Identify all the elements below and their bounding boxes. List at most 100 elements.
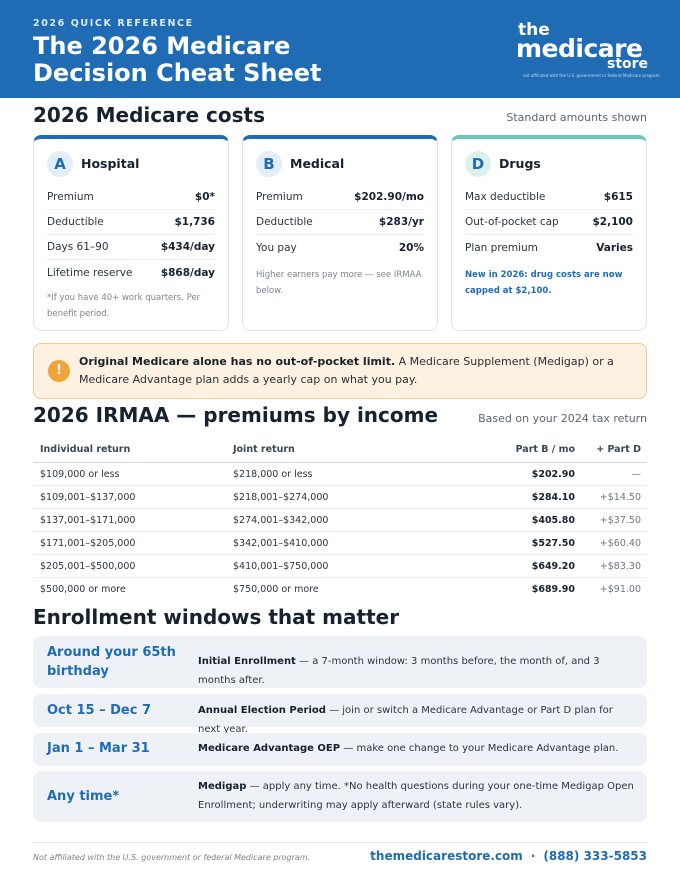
cost-value: 20%	[398, 241, 424, 254]
cost-row: Days 61–90 $434/day	[47, 235, 215, 260]
exclamation-icon: !	[48, 360, 70, 382]
cell-joint: $218,001–$274,000	[233, 491, 329, 503]
window-detail: — a 7-month window: 3 months before, the…	[198, 656, 600, 686]
window-name: Initial Enrollment	[198, 656, 296, 667]
cost-label: Out-of-pocket cap	[465, 216, 559, 228]
costs-section-note: Standard amounts shown	[506, 111, 647, 124]
page-title-line-2: Decision Cheat Sheet	[33, 59, 322, 87]
irmaa-section-title: 2026 IRMAA — premiums by income	[33, 403, 439, 427]
table-row: $205,001–$500,000 $410,001–$750,000 $649…	[33, 555, 647, 578]
phone-number[interactable]: (888) 333-5853	[543, 849, 647, 863]
enrollment-window-annual: Oct 15 – Dec 7 Annual Election Period — …	[33, 694, 647, 735]
header-eyebrow: 2026 QUICK REFERENCE	[33, 18, 194, 29]
window-detail: — apply any time. *No health questions d…	[198, 781, 634, 811]
table-row: $137,001–$171,000 $274,001–$342,000 $405…	[33, 509, 647, 532]
alert-body-text: A Medicare Supplement (Medigap) or a Med…	[79, 355, 614, 386]
cost-row: You pay 20%	[256, 235, 424, 260]
cell-part-b: $405.80	[531, 514, 575, 526]
cost-label: Days 61–90	[47, 241, 109, 253]
cell-part-b: $649.20	[531, 560, 575, 572]
window-description: Medigap — apply any time. *No health que…	[198, 777, 638, 815]
cost-label: Plan premium	[465, 241, 538, 254]
cost-row: Deductible $1,736	[47, 210, 215, 235]
cell-joint: $218,000 or less	[233, 468, 313, 480]
cost-row: Premium $0*	[47, 185, 215, 210]
cell-joint: $274,001–$342,000	[233, 514, 329, 526]
cell-individual: $109,000 or less	[40, 468, 120, 480]
enrollment-window-initial: Around your 65th birthday Initial Enroll…	[33, 636, 647, 688]
cost-label: Max deductible	[465, 191, 546, 203]
cost-value: $2,100	[592, 216, 633, 228]
part-a-letter-badge: A	[47, 151, 73, 177]
cell-part-d: +$60.40	[599, 537, 641, 549]
footer-divider	[33, 842, 647, 843]
part-b-cost-list: Premium $202.90/mo Deductible $283/yr You …	[256, 185, 424, 260]
cost-row: Deductible $283/yr	[256, 210, 424, 235]
part-a-card-title: Hospital	[81, 156, 140, 171]
irmaa-table: Individual return Joint return Part B / …	[33, 436, 647, 601]
cell-joint: $410,001–$750,000	[233, 560, 329, 572]
page-title: The 2026 Medicare Decision Cheat Sheet	[33, 33, 322, 87]
cell-joint: $750,000 or more	[233, 584, 319, 595]
logo-tagline: not affiliated with the U.S. government …	[523, 73, 660, 78]
cost-label: Deductible	[47, 216, 104, 228]
cost-value: Varies	[596, 241, 633, 254]
out-of-pocket-alert: ! Original Medicare alone has no out-of-…	[33, 343, 647, 399]
irmaa-section-note: Based on your 2024 tax return	[478, 412, 647, 425]
column-header-joint: Joint return	[233, 443, 295, 455]
logo-word-store: store	[607, 56, 649, 72]
cost-row: Max deductible $615	[465, 185, 633, 210]
table-row: $500,000 or more $750,000 or more $689.9…	[33, 578, 647, 601]
cost-label: Premium	[47, 191, 94, 203]
cost-value: $868/day	[160, 266, 215, 279]
table-row: $109,000 or less $218,000 or less $202.9…	[33, 463, 647, 486]
cell-individual: $109,001–$137,000	[40, 491, 136, 503]
header-banner: 2026 QUICK REFERENCE The 2026 Medicare D…	[0, 0, 680, 98]
part-d-card-title: Drugs	[499, 156, 541, 171]
logo-word-medicare: medicare	[516, 34, 643, 63]
cell-part-d: +$83.30	[599, 560, 641, 572]
column-header-part-b: Part B / mo	[515, 443, 575, 455]
cost-row: Plan premium Varies	[465, 235, 633, 260]
cell-part-d: +$37.50	[599, 514, 641, 526]
part-a-cost-list: Premium $0* Deductible $1,736 Days 61–90 $4…	[47, 185, 215, 285]
cell-part-d: +$91.00	[599, 584, 641, 595]
cell-individual: $171,001–$205,000	[40, 537, 136, 549]
cell-part-b: $527.50	[531, 537, 575, 549]
website-link[interactable]: themedicarestore.com	[370, 849, 523, 863]
cell-individual: $205,001–$500,000	[40, 560, 136, 572]
alert-message: Original Medicare alone has no out-of-po…	[79, 353, 639, 389]
part-a-footnote: *If you have 40+ work quarters. Per bene…	[47, 293, 201, 319]
cost-row: Lifetime reserve $868/day	[47, 260, 215, 285]
part-d-cost-list: Max deductible $615 Out-of-pocket cap $2,1…	[465, 185, 633, 260]
footer-separator: ·	[530, 849, 536, 863]
window-name: Annual Election Period	[198, 705, 326, 716]
enrollment-window-medigap: Any time* Medigap — apply any time. *No …	[33, 771, 647, 822]
window-detail: — make one change to your Medicare Advan…	[340, 743, 619, 754]
window-name: Medicare Advantage OEP	[198, 743, 341, 754]
enrollment-section-title: Enrollment windows that matter	[33, 605, 400, 629]
window-date: Oct 15 – Dec 7	[47, 703, 152, 718]
part-d-card: D Drugs Max deductible $615 Out-of-pocket…	[451, 135, 647, 331]
window-date: Any time*	[47, 789, 120, 804]
enrollment-window-ma-oep: Jan 1 – Mar 31 Medicare Advantage OEP — …	[33, 733, 647, 766]
cell-part-d: —	[631, 468, 642, 480]
cost-value: $615	[603, 191, 633, 203]
brand-logo: the medicare store not affiliated with t…	[514, 20, 659, 82]
part-b-letter-badge: B	[256, 151, 282, 177]
alert-bold-text: Original Medicare alone has no out-of-po…	[79, 355, 396, 368]
table-row: $171,001–$205,000 $342,001–$410,000 $527…	[33, 532, 647, 555]
cost-value: $1,736	[174, 216, 215, 228]
cost-value: $283/yr	[378, 216, 424, 228]
window-description: Initial Enrollment — a 7-month window: 3…	[198, 652, 638, 690]
window-date: Jan 1 – Mar 31	[47, 741, 150, 756]
logo-word-the: the	[518, 20, 550, 40]
part-b-card: B Medical Premium $202.90/mo Deductible $2…	[242, 135, 438, 331]
costs-section-title: 2026 Medicare costs	[33, 103, 265, 127]
window-name: Medigap	[198, 781, 247, 792]
part-b-card-title: Medical	[290, 156, 345, 171]
cost-row: Premium $202.90/mo	[256, 185, 424, 210]
footer-disclaimer: Not affiliated with the U.S. government …	[33, 853, 311, 862]
cell-part-b: $284.10	[531, 491, 575, 503]
cell-individual: $500,000 or more	[40, 584, 126, 595]
